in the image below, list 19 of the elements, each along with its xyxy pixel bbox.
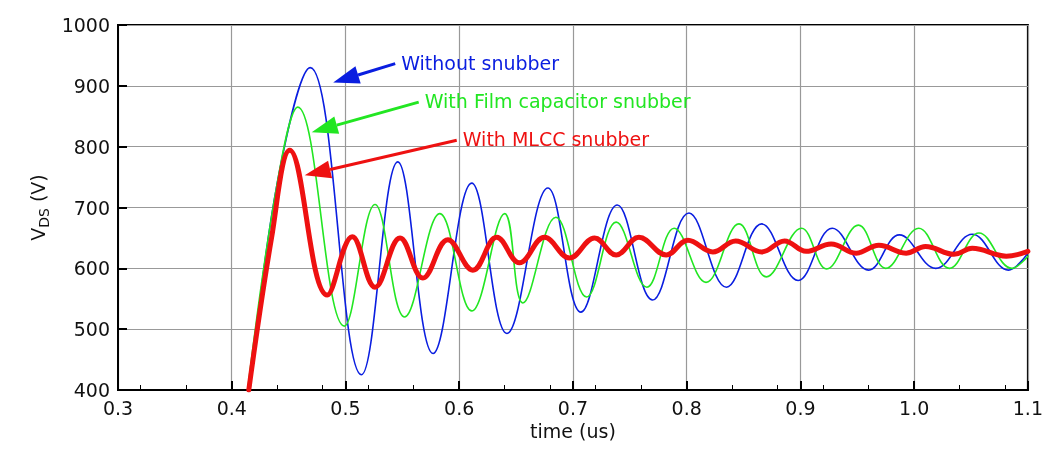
y-axis-title: VDS (V) [26, 174, 52, 241]
legend-label: Without snubber [401, 51, 560, 74]
x-tick-label: 1.1 [1012, 396, 1043, 419]
legend-label: With Film capacitor snubber [424, 90, 691, 113]
y-tick-label: 600 [73, 257, 110, 280]
y-tick-label: 800 [73, 135, 110, 158]
text: With MLCC snubber [462, 128, 650, 151]
x-tick-label: 1.0 [899, 396, 930, 419]
y-tick-label: 700 [73, 196, 110, 219]
x-tick-label: 0.4 [216, 396, 247, 419]
y-tick-label: 500 [73, 318, 110, 341]
x-tick-label: 0.6 [444, 396, 475, 419]
x-tick-label: 0.9 [785, 396, 816, 419]
x-axis-title: time (us) [530, 420, 616, 443]
x-tick-label: 0.7 [557, 396, 589, 419]
x-tick-label: 0.5 [330, 396, 361, 419]
x-tick-label: 0.8 [671, 396, 702, 419]
y-tick-label: 1000 [61, 14, 110, 36]
y-tick-label: 900 [73, 74, 110, 97]
